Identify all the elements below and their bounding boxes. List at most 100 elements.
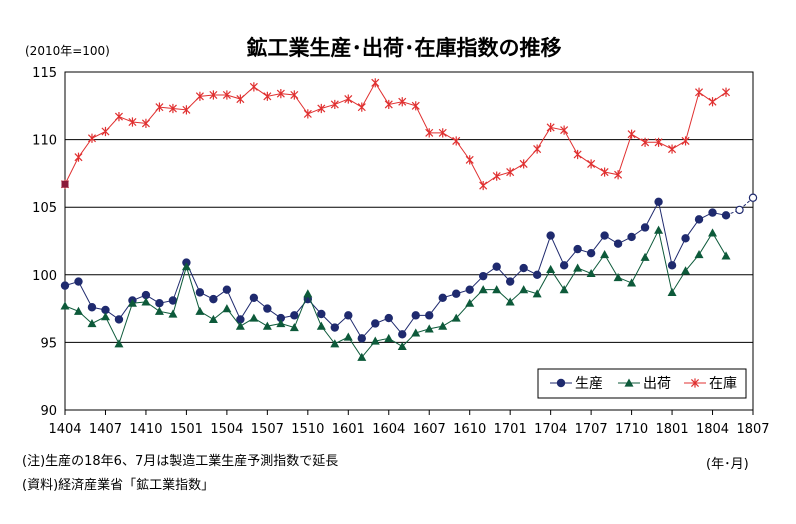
data-point (492, 285, 502, 294)
series-生産 (60, 193, 758, 343)
data-point (559, 285, 569, 294)
x-tick-label: 1501 (170, 422, 203, 437)
data-point (155, 102, 164, 112)
data-point (721, 87, 731, 97)
data-point (721, 251, 731, 260)
x-tick-label: 1510 (291, 422, 324, 437)
legend-marker (624, 378, 634, 387)
data-point (478, 285, 488, 294)
data-point (735, 205, 744, 215)
data-point (411, 101, 420, 111)
data-point (168, 103, 177, 114)
data-point (438, 321, 448, 330)
data-point (438, 293, 447, 302)
data-point (384, 99, 393, 110)
data-point (263, 304, 272, 313)
x-tick-label: 1410 (129, 422, 162, 437)
series-在庫 (60, 78, 731, 191)
data-point (465, 285, 474, 294)
data-point (209, 294, 218, 304)
data-point (181, 262, 191, 271)
data-point (141, 118, 150, 128)
data-point (222, 285, 232, 294)
data-point (465, 155, 474, 165)
legend-label: 出荷 (643, 376, 671, 392)
data-point (640, 252, 650, 261)
data-point (533, 144, 542, 154)
data-point (573, 263, 583, 272)
x-tick-label: 1407 (89, 422, 122, 437)
data-point (654, 137, 663, 147)
data-point (613, 239, 623, 248)
data-point (681, 234, 690, 243)
y-axis: 90 95 100 105 110 115 (32, 66, 57, 419)
data-point (627, 232, 636, 242)
source-text: (資料)経済産業省「鉱工業指数」 (22, 478, 215, 493)
data-point (236, 94, 245, 104)
data-point (573, 149, 582, 160)
data-point (371, 319, 380, 328)
data-point (398, 97, 407, 107)
data-point (465, 298, 475, 307)
data-point (654, 197, 663, 206)
x-axis: 1404 1407 1410 1501 1504 1507 1510 1601 1604 1607… (48, 410, 770, 437)
data-point (74, 277, 83, 286)
data-point (155, 298, 164, 308)
data-point (694, 215, 704, 224)
y-tick-label: 110 (32, 134, 57, 149)
data-point (127, 298, 137, 307)
first-point-marker (61, 180, 69, 188)
data-point (492, 171, 501, 181)
chart-title: 鉱工業生産･出荷･在庫指数の推移 (247, 36, 562, 60)
x-tick-label: 1504 (210, 422, 243, 437)
data-point (330, 99, 339, 110)
data-point (681, 266, 691, 275)
data-point (425, 311, 434, 320)
x-tick-label: 1607 (413, 422, 446, 437)
data-point (208, 314, 218, 324)
data-point (290, 90, 299, 100)
x-tick-label: 1707 (575, 422, 608, 437)
data-point (100, 312, 110, 321)
legend-label: 在庫 (709, 375, 737, 392)
data-point (505, 297, 515, 306)
x-tick-label: 1807 (736, 422, 769, 437)
data-point (492, 262, 501, 271)
data-point (87, 318, 97, 328)
data-point (627, 278, 637, 287)
data-point (560, 125, 569, 135)
series-line (64, 81, 727, 187)
data-point (384, 313, 393, 323)
series-line-forecast (725, 197, 754, 216)
data-point (721, 211, 731, 220)
note-text: (注)生産の18年6、7月は製造工業生産予測指数で延長 (22, 454, 339, 469)
y-tick-label: 95 (40, 336, 57, 351)
data-point (546, 122, 555, 133)
data-point (114, 112, 123, 122)
data-point (357, 334, 366, 343)
data-point (263, 91, 272, 101)
data-point (357, 352, 367, 361)
data-point (195, 288, 205, 297)
data-point (694, 250, 704, 259)
legend-box (537, 368, 747, 399)
legend-label: 生産 (575, 376, 603, 392)
data-point (114, 315, 124, 324)
data-point (519, 285, 529, 294)
plot-area (64, 71, 754, 411)
data-point (357, 102, 366, 112)
data-point (708, 228, 718, 237)
data-point (330, 339, 340, 348)
data-point (519, 263, 528, 273)
x-tick-label: 1801 (656, 422, 689, 437)
data-point (195, 91, 204, 101)
data-point (154, 306, 164, 315)
data-point (681, 136, 690, 146)
x-tick-label: 1804 (696, 422, 729, 437)
data-point (73, 306, 83, 315)
data-point (74, 152, 83, 162)
series-出荷 (60, 225, 731, 361)
data-point (371, 78, 380, 88)
x-tick-label: 1404 (48, 422, 81, 437)
